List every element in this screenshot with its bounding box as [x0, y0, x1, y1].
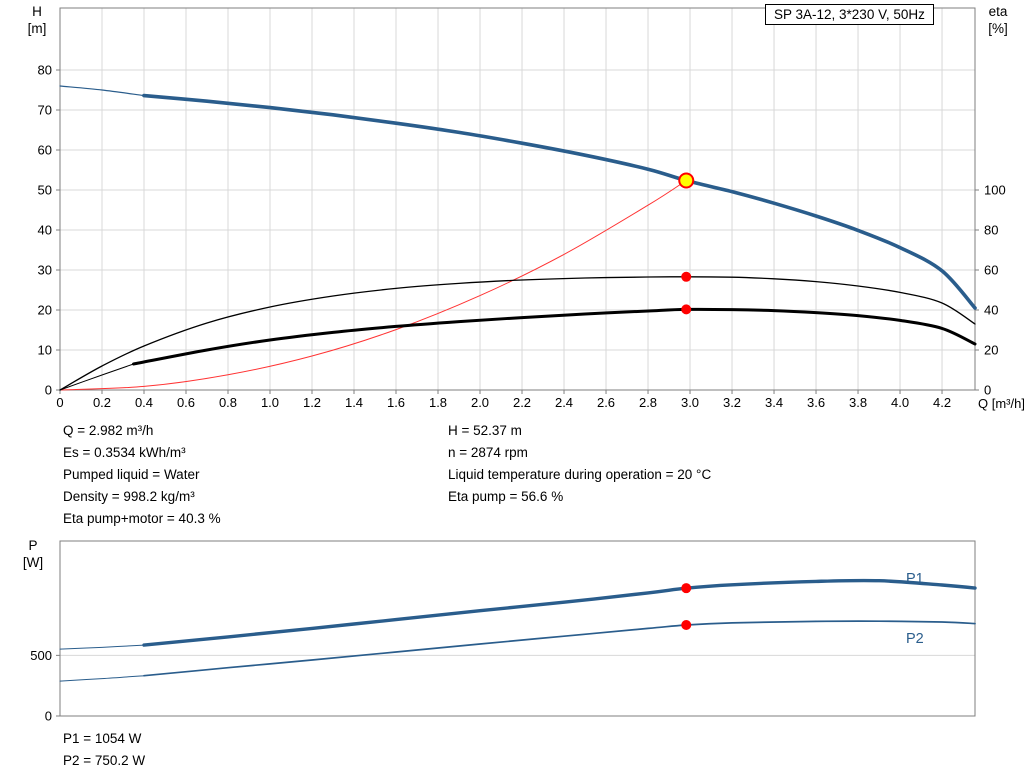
- duty-info-left-column: Q = 2.982 m³/h Es = 0.3534 kWh/m³ Pumped…: [63, 420, 221, 530]
- y-tick-label: 50: [38, 183, 52, 198]
- x-tick-label: 4.2: [933, 395, 951, 410]
- eta-axis-unit: [%]: [988, 21, 1008, 36]
- x-tick-label: 2.2: [513, 395, 531, 410]
- eta-pump-duty-dot: [681, 271, 692, 282]
- info-density: Density = 998.2 kg/m³: [63, 489, 195, 504]
- x-tick-label: 0.6: [177, 395, 195, 410]
- info-q: Q = 2.982 m³/h: [63, 423, 154, 438]
- x-tick-label: 3.8: [849, 395, 867, 410]
- plot-border: [59, 540, 976, 717]
- y-tick-label: 500: [30, 648, 52, 663]
- x-tick-label: 3.0: [681, 395, 699, 410]
- p-axis-label: P [W]: [14, 537, 52, 571]
- info-n: n = 2874 rpm: [448, 445, 528, 460]
- curve-label-p1: P1: [906, 571, 924, 587]
- p1-duty-dot: [681, 583, 692, 594]
- x-tick-label: 1.8: [429, 395, 447, 410]
- curve-p2: [143, 620, 976, 677]
- x-tick-label: 0.2: [93, 395, 111, 410]
- eta-pump-motor-duty-dot: [681, 304, 692, 315]
- curve-eta-pump: [59, 276, 976, 391]
- duty-info-right-column: H = 52.37 m n = 2874 rpm Liquid temperat…: [448, 420, 711, 508]
- power-chart: 0 500 P1 P2: [30, 540, 977, 724]
- curve-hq: [142, 93, 977, 310]
- p2-duty-dot: [681, 620, 692, 631]
- y2-tick-label: 20: [984, 343, 998, 358]
- info-liquid-temperature: Liquid temperature during operation = 20…: [448, 467, 712, 482]
- x-tick-label: 3.6: [807, 395, 825, 410]
- curve-p1-lead: [59, 644, 145, 650]
- pump-designation-box: SP 3A-12, 3*230 V, 50Hz: [765, 4, 934, 25]
- x-tick-label: 1.2: [303, 395, 321, 410]
- x-tick-label: 2.8: [639, 395, 657, 410]
- p-axis-symbol: P: [28, 538, 38, 553]
- y-tick-label: 40: [38, 223, 52, 238]
- info-eta-pump: Eta pump = 56.6 %: [448, 489, 564, 504]
- q-axis-title: Q [m³/h]: [978, 396, 1024, 411]
- duty-point-marker: [678, 172, 695, 189]
- y-tick-label: 80: [38, 63, 52, 78]
- curve-system-curve: [59, 180, 687, 391]
- curve-p1: [142, 578, 977, 647]
- y-tick-label: 0: [45, 709, 52, 724]
- y2-tick-label: 80: [984, 223, 998, 238]
- x-tick-label: 0: [56, 395, 63, 410]
- eta-axis-label: eta [%]: [978, 3, 1018, 37]
- y2-tick-label: 40: [984, 303, 998, 318]
- info-p2: P2 = 750.2 W: [63, 753, 146, 768]
- curve-eta-pump-motor: [132, 307, 977, 366]
- plot-border: [59, 7, 976, 391]
- y-tick-label: 70: [38, 103, 52, 118]
- p-axis-unit: [W]: [22, 555, 44, 570]
- h-axis-label: H [m]: [18, 3, 56, 37]
- eta-axis-symbol: eta: [988, 4, 1008, 19]
- x-tick-label: 2.4: [555, 395, 573, 410]
- y2-tick-label: 60: [984, 263, 998, 278]
- y2-tick-label: 0: [984, 383, 991, 398]
- curve-p2-lead: [59, 675, 145, 682]
- info-pumped-liquid: Pumped liquid = Water: [63, 467, 200, 482]
- info-eta-pump-motor: Eta pump+motor = 40.3 %: [63, 511, 221, 526]
- h-axis-unit: [m]: [27, 21, 47, 36]
- x-tick-label: 0.8: [219, 395, 237, 410]
- x-tick-label: 3.2: [723, 395, 741, 410]
- curve-eta-pump-motor-lead: [59, 363, 134, 391]
- x-tick-label: 1.0: [261, 395, 279, 410]
- info-h: H = 52.37 m: [448, 423, 522, 438]
- y-tick-label: 10: [38, 343, 52, 358]
- hq-eta-chart: 0 0.2 0.4 0.6 0.8 1.0 1.2 1.4 1.6 1.8 2.0 2.2 2.4 2.6…: [38, 7, 1006, 410]
- info-es: Es = 0.3534 kWh/m³: [63, 445, 186, 460]
- x-tick-label: 4.0: [891, 395, 909, 410]
- x-tick-label: 1.4: [345, 395, 363, 410]
- y-tick-label: 60: [38, 143, 52, 158]
- x-tick-label: 2.0: [471, 395, 489, 410]
- power-info-block: P1 = 1054 W P2 = 750.2 W: [63, 728, 145, 772]
- y-tick-label: 0: [45, 383, 52, 398]
- info-p1: P1 = 1054 W: [63, 731, 142, 746]
- curve-label-p2: P2: [906, 631, 924, 647]
- curve-hq-lead: [59, 85, 145, 97]
- y-tick-label: 20: [38, 303, 52, 318]
- x-tick-label: 2.6: [597, 395, 615, 410]
- x-tick-label: 0.4: [135, 395, 153, 410]
- x-tick-label: 1.6: [387, 395, 405, 410]
- h-axis-symbol: H: [32, 4, 42, 19]
- y2-tick-label: 100: [984, 183, 1006, 198]
- y-tick-label: 30: [38, 263, 52, 278]
- x-tick-label: 3.4: [765, 395, 783, 410]
